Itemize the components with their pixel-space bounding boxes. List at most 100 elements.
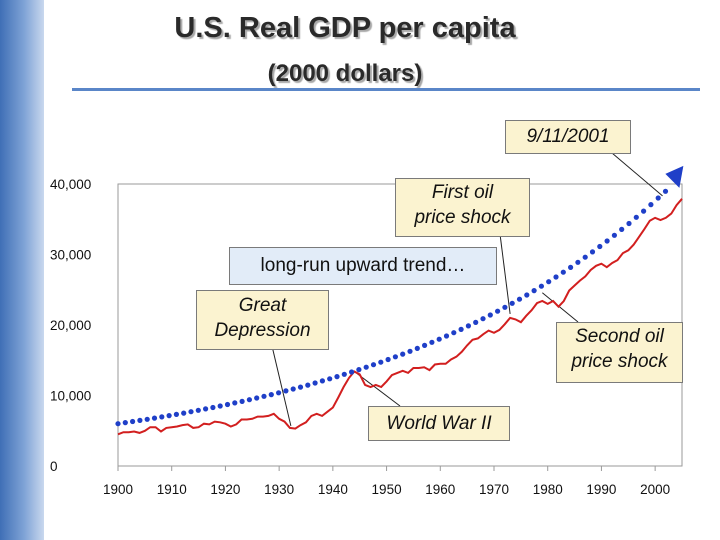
trend-dot [436,336,442,342]
annotation-nine-eleven: 9/11/2001 [505,120,631,154]
annotation-nine-eleven-text: 9/11/2001 [526,126,610,147]
x-tick-label: 2000 [640,482,670,497]
trend-dot [568,264,574,270]
trend-dot [122,420,128,426]
annotation-second-oil-shock: Second oil price shock [556,322,683,383]
x-tick-label: 1970 [479,482,509,497]
trend-dot [400,351,406,357]
trend-dot [582,254,588,260]
trend-dot [290,386,296,392]
trend-dot [297,384,304,390]
trend-dot [210,404,216,411]
trend-dot [516,296,523,302]
trend-dot [173,411,179,417]
trend-dot [276,390,282,396]
trend-dot [392,354,398,360]
trend-dot [648,202,654,208]
trend-dot [203,406,209,412]
trend-dot [188,409,194,415]
x-tick-label: 1980 [533,482,563,497]
trend-dot [305,382,311,388]
trend-dot [232,400,238,406]
annotation-second-oil-line1: Second oil [575,326,664,347]
leader-nine-eleven [611,152,663,197]
x-tick-label: 1990 [586,482,616,497]
trend-dot [166,413,172,419]
trend-dot [429,339,435,345]
trend-dot [283,388,289,394]
trend-dot [611,232,618,238]
slide-sidebar-gradient [0,0,44,540]
trend-dot [553,274,559,280]
annotation-first-oil-line2: price shock [414,207,511,228]
trend-dot [633,214,639,220]
annotation-first-oil-line1: First oil [431,182,494,203]
leader-second-oil [542,292,579,323]
trend-dot [414,345,420,351]
y-tick-label: 20,000 [50,318,91,333]
trend-dot [443,333,450,339]
annotation-trend-text: long-run upward trend… [260,255,466,276]
trend-dot [370,362,377,368]
x-tick-label: 1940 [318,482,348,497]
leader-first-oil [499,233,511,315]
trend-dot [538,283,545,289]
trend-dot [531,288,537,294]
trend-dot [144,416,150,422]
trend-dot [407,348,413,354]
trend-dot [465,323,471,329]
trend-dot [334,374,340,380]
trend-dot [246,397,252,403]
trend-dot [319,378,325,384]
series-line-real-gdp [117,198,683,436]
trend-dot [385,356,391,363]
trend-dot [451,330,457,336]
trend-dot [597,243,603,250]
annotation-first-oil-shock: First oil price shock [395,178,530,237]
trend-dot [363,364,369,370]
chart-title: U.S. Real GDP per capita [174,12,516,44]
trend-dot [195,407,201,413]
trend-dot [575,259,581,265]
y-tick-label: 0 [50,459,58,474]
trend-dot [509,300,515,306]
y-tick-label: 40,000 [50,177,91,192]
trend-dot [341,371,347,377]
trend-dot [378,359,384,365]
trend-dot [239,398,245,404]
leader-great-depression [271,345,292,427]
trend-dot [560,269,566,275]
annotation-trend: long-run upward trend… [229,247,497,285]
trend-dot [458,326,464,332]
trend-dot [546,279,552,285]
x-tick-label: 1910 [157,482,187,497]
trend-dot [268,392,274,398]
trend-dot [604,238,610,244]
trend-dot [224,401,231,408]
trend-dot [487,312,493,318]
x-tick-label: 1950 [372,482,402,497]
chart-subtitle: (2000 dollars) [267,60,423,87]
trend-dot [312,380,318,386]
trend-dot [254,395,260,401]
trend-dot [151,415,158,421]
trend-dot [662,188,669,194]
annotation-depression-line2: Depression [214,320,311,341]
trend-dot [130,418,136,425]
x-tick-label: 1900 [103,482,133,497]
annotation-world-war-ii: World War II [368,406,510,441]
trend-dot [502,304,508,310]
trend-dot [655,195,661,201]
trend-dot [181,410,187,416]
x-tick-label: 1960 [425,482,455,497]
trend-dot [626,220,632,227]
y-tick-label: 10,000 [50,389,91,404]
title-underline [72,88,700,91]
trend-dot [356,367,362,373]
trend-dot [641,208,647,214]
trend-dot [473,319,479,325]
x-tick-label: 1920 [210,482,240,497]
y-tick-label: 30,000 [50,248,91,263]
trend-dot [495,308,501,314]
trend-dot [619,226,625,232]
